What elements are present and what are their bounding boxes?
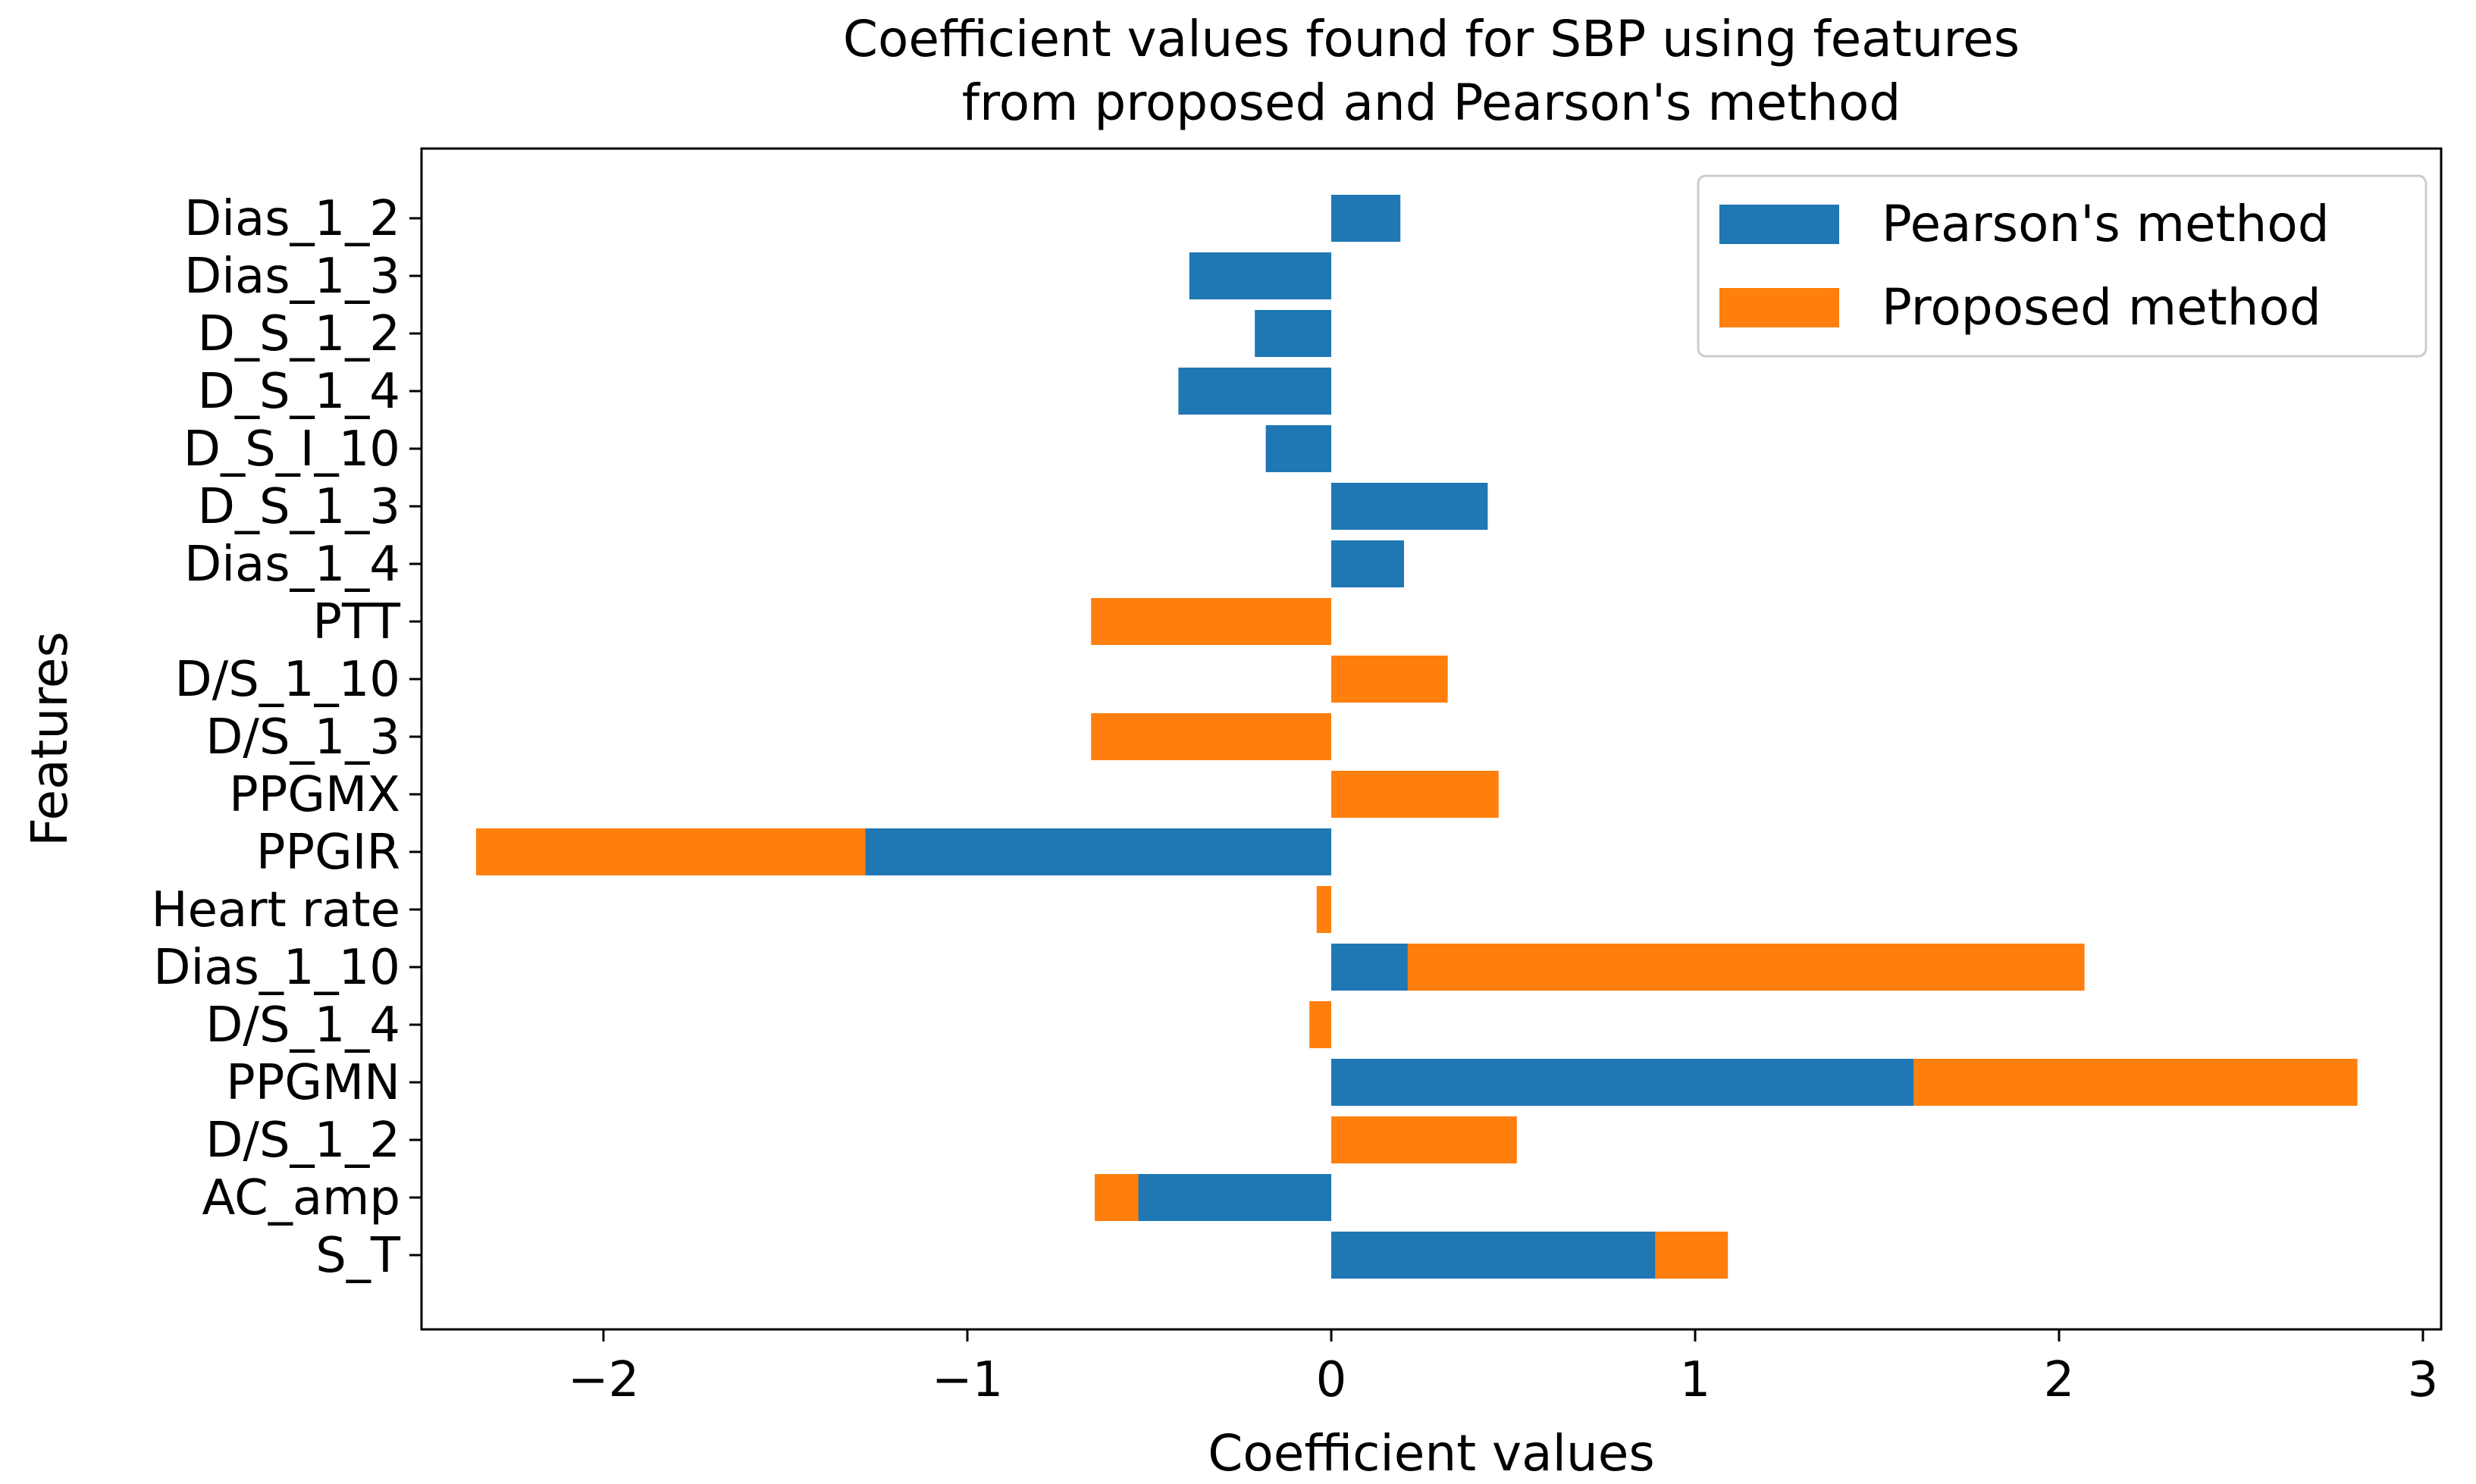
bar-pearson-s-method-ac-amp: [1138, 1174, 1331, 1221]
bar-proposed-method-dias-1-10: [1331, 944, 2085, 991]
legend-swatch-pearson: [1719, 205, 1839, 244]
bar-pearson-s-method-dias-1-4: [1331, 540, 1404, 587]
x-tick-label-2: 0: [1316, 1352, 1347, 1408]
y-axis-label: Features: [20, 631, 79, 847]
legend-label-pearson: Pearson's method: [1882, 195, 2330, 253]
bar-proposed-method-d-s-1-2: [1331, 1116, 1517, 1163]
y-tick-label-dias-1-3: Dias_1_3: [184, 249, 400, 305]
x-tick-label-1: −1: [932, 1352, 1003, 1408]
y-tick-label-d-s-1-10: D/S_1_10: [174, 652, 400, 708]
bar-pearson-s-method-dias-1-3: [1189, 252, 1331, 299]
x-tick-label-0: −2: [568, 1352, 639, 1408]
bar-pearson-s-method-d-s-1-4: [1178, 368, 1331, 415]
y-tick-label-ppgmn: PPGMN: [226, 1055, 400, 1111]
bar-proposed-method-ppgmx: [1331, 771, 1499, 818]
x-axis-label: Coefficient values: [1208, 1424, 1654, 1482]
bar-pearson-s-method-ppgir: [865, 828, 1331, 875]
x-axis-ticks: −2 −1 0 1 2 3: [568, 1329, 2439, 1408]
bar-proposed-method-d-s-1-10: [1331, 656, 1448, 703]
x-tick-label-3: 1: [1680, 1352, 1711, 1408]
bar-proposed-method-d-s-1-3: [1091, 713, 1331, 760]
bar-pearson-s-method-ppgmn: [1331, 1059, 1913, 1106]
bar-proposed-method-ptt: [1091, 598, 1331, 645]
chart-title-line-1: Coefficient values found for SBP using f…: [843, 10, 2020, 68]
y-tick-label-d-s-1-3: D/S_1_3: [205, 709, 400, 765]
y-axis-ticks: Dias_1_2Dias_1_3D_S_1_2D_S_1_4D_S_I_10D_…: [152, 191, 422, 1284]
y-tick-label-s-t: S_T: [315, 1228, 401, 1284]
x-tick-label-5: 3: [2408, 1352, 2439, 1408]
y-tick-label-d-s-i-10: D_S_I_10: [183, 421, 400, 477]
y-tick-label-ppgmx: PPGMX: [229, 767, 400, 823]
legend-label-proposed: Proposed method: [1882, 278, 2321, 337]
bar-pearson-s-method-d-s-1-3: [1331, 483, 1488, 530]
bar-proposed-method-d-s-1-4: [1309, 1001, 1331, 1048]
y-tick-label-dias-1-4: Dias_1_4: [184, 537, 400, 593]
y-tick-label-ptt: PTT: [312, 594, 401, 650]
legend-frame: [1697, 174, 2427, 358]
bar-pearson-s-method-d-s-i-10: [1265, 425, 1331, 472]
plot-frame: [420, 147, 2443, 1331]
legend-swatch-proposed: [1719, 288, 1839, 327]
bar-pearson-s-method-s-t: [1331, 1232, 1656, 1279]
bar-pearson-s-method-d-s-1-2: [1255, 310, 1331, 357]
y-tick-label-d-s-1-2: D/S_1_2: [205, 1113, 400, 1169]
y-tick-label-d-s-1-4: D_S_1_4: [198, 364, 400, 420]
y-tick-label-d-s-1-4: D/S_1_4: [205, 997, 400, 1054]
bars-group: [476, 195, 2358, 1279]
y-tick-label-dias-1-2: Dias_1_2: [184, 191, 400, 247]
y-tick-label-d-s-1-3: D_S_1_3: [198, 479, 400, 535]
y-tick-label-heart-rate: Heart rate: [152, 882, 400, 938]
bar-pearson-s-method-dias-1-10: [1331, 944, 1408, 991]
y-tick-label-d-s-1-2: D_S_1_2: [198, 306, 400, 362]
y-tick-label-ppgir: PPGIR: [256, 825, 400, 881]
bar-pearson-s-method-dias-1-2: [1331, 195, 1401, 242]
y-tick-label-dias-1-10: Dias_1_10: [153, 940, 400, 996]
x-tick-label-4: 2: [2044, 1352, 2075, 1408]
bar-proposed-method-heart-rate: [1316, 886, 1331, 933]
y-tick-label-ac-amp: AC_amp: [202, 1170, 400, 1226]
legend: Pearson's method Proposed method: [1697, 174, 2427, 358]
chart-title-line-2: from proposed and Pearson's method: [962, 74, 1901, 132]
